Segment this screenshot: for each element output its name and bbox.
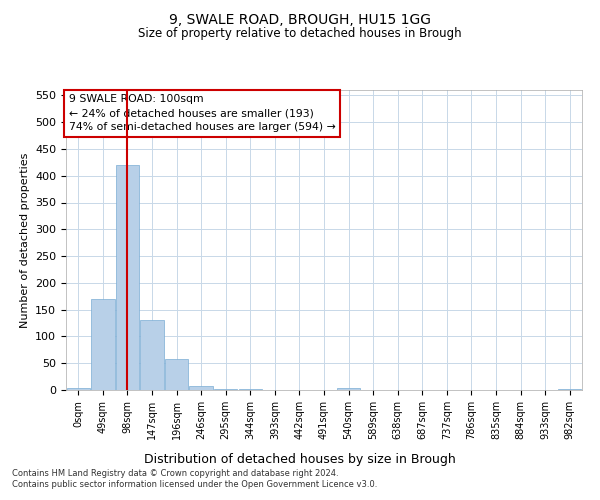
Y-axis label: Number of detached properties: Number of detached properties xyxy=(20,152,29,328)
Text: Contains HM Land Registry data © Crown copyright and database right 2024.: Contains HM Land Registry data © Crown c… xyxy=(12,468,338,477)
Bar xyxy=(190,386,213,390)
Text: Contains public sector information licensed under the Open Government Licence v3: Contains public sector information licen… xyxy=(12,480,377,489)
Bar xyxy=(337,388,360,390)
Bar xyxy=(116,165,139,390)
Text: 9 SWALE ROAD: 100sqm
← 24% of detached houses are smaller (193)
74% of semi-deta: 9 SWALE ROAD: 100sqm ← 24% of detached h… xyxy=(68,94,335,132)
Bar xyxy=(165,360,188,390)
Bar xyxy=(67,388,90,390)
Bar xyxy=(558,389,581,390)
Text: Distribution of detached houses by size in Brough: Distribution of detached houses by size … xyxy=(144,452,456,466)
Bar xyxy=(91,299,115,390)
Text: 9, SWALE ROAD, BROUGH, HU15 1GG: 9, SWALE ROAD, BROUGH, HU15 1GG xyxy=(169,12,431,26)
Text: Size of property relative to detached houses in Brough: Size of property relative to detached ho… xyxy=(138,28,462,40)
Bar xyxy=(140,320,164,390)
Bar xyxy=(214,389,238,390)
